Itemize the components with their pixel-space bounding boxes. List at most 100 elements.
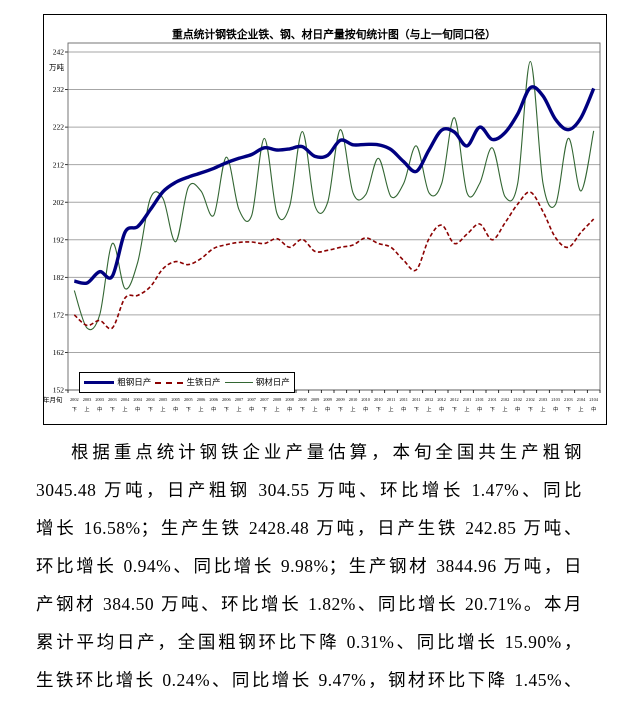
x-tick-label-code: 2101 [463,397,472,402]
y-axis-tick-label: 242 [53,48,65,57]
x-tick-label-code: 2005 [171,397,180,402]
x-tick-label-period: 中 [477,405,482,413]
x-tick-label-period: 中 [287,405,292,413]
x-tick-label-code: 2101 [488,397,497,402]
plot-area-border [67,42,601,391]
y-axis-tick-label: 232 [53,85,65,94]
x-tick-label-code: 2004 [121,397,130,402]
y-axis-unit-label: 万吨 [49,62,64,72]
x-tick-label-period: 中 [591,405,596,413]
x-tick-label-code: 2008 [298,397,307,402]
x-tick-label-period: 中 [173,405,178,413]
x-tick-label-period: 上 [236,405,241,413]
x-tick-label-period: 下 [300,406,305,413]
x-tick-label-period: 中 [363,405,368,413]
report-paragraph: 根据重点统计钢铁企业产量估算，本旬全国共生产粗钢 3045.48 万吨，日产粗钢… [36,433,582,699]
x-tick-label-period: 下 [110,406,115,413]
y-axis-tick-label: 222 [53,123,65,132]
x-tick-label-period: 下 [376,406,381,413]
x-tick-label-period: 上 [388,405,393,413]
x-tick-label-period: 下 [186,406,191,413]
x-tick-label-code: 2104 [589,397,598,402]
x-tick-label-period: 下 [414,406,419,413]
x-tick-label-period: 下 [566,406,571,413]
x-axis-unit-label: 年月旬 [43,395,63,404]
x-tick-label-code: 2012 [425,397,434,402]
x-tick-label-period: 中 [211,405,216,413]
x-tick-label-period: 中 [553,405,558,413]
production-chart: 重点统计钢铁企业铁、钢、材日产量按旬统计图（与上一旬同口径） 万吨 年月旬 24… [43,14,607,425]
x-tick-label-code: 2103 [564,397,573,402]
x-tick-label-period: 中 [249,405,254,413]
x-tick-label-period: 下 [72,406,77,413]
x-tick-label-code: 2010 [349,397,358,402]
x-tick-label-code: 2102 [513,397,522,402]
x-tick-label-code: 2003 [108,397,117,402]
x-tick-label-code: 2012 [450,397,459,402]
x-tick-label-period: 上 [578,405,583,413]
x-tick-label-period: 上 [464,405,469,413]
chart-title: 重点统计钢铁企业铁、钢、材日产量按旬统计图（与上一旬同口径） [172,27,496,41]
x-tick-label-period: 上 [350,405,355,413]
x-tick-label-period: 中 [97,405,102,413]
paragraph-line: 增长 16.58%；生产生铁 2428.48 万吨，日产生铁 242.85 万吨… [36,518,582,538]
x-tick-label-code: 2004 [146,397,155,402]
x-tick-label-code: 2009 [311,397,320,402]
x-tick-label-code: 2002 [70,397,79,402]
production-chart-figure: 重点统计钢铁企业铁、钢、材日产量按旬统计图（与上一旬同口径） 万吨 年月旬 24… [43,14,607,425]
y-axis-tick-label: 202 [53,198,65,207]
x-tick-label-code: 2101 [475,397,484,402]
chart-legend: 粗钢日产 生铁日产 钢材日产 [79,372,295,393]
steel-products-line-sample-icon [224,382,253,383]
crude-steel-line-sample-icon [84,381,115,384]
pig-iron-daily-line [73,191,595,330]
y-axis-tick-label: 162 [53,348,65,357]
x-tick-label-code: 2011 [412,397,420,402]
x-tick-label-code: 2103 [551,397,560,402]
x-tick-label-period: 上 [426,405,431,413]
x-tick-label-period: 上 [274,405,279,413]
x-tick-label-period: 下 [452,406,457,413]
x-tick-label-period: 下 [490,406,495,413]
x-tick-label-period: 上 [540,405,545,413]
x-tick-label-period: 中 [439,405,444,413]
x-tick-label-code: 2012 [437,397,446,402]
x-tick-label-period: 上 [502,405,507,413]
paragraph-line: 产钢材 384.50 万吨、环比增长 1.82%、同比增长 20.71%。本月 [36,594,582,614]
paragraph-line: 环比增长 0.94%、同比增长 9.98%；生产钢材 3844.96 万吨，日 [36,556,582,576]
x-tick-label-code: 2007 [247,397,256,402]
legend-item-crude-steel: 粗钢日产 [84,378,151,387]
x-tick-label-period: 上 [312,405,317,413]
x-tick-label-code: 2010 [361,397,370,402]
x-tick-label-period: 中 [401,405,406,413]
legend-item-pig-iron: 生铁日产 [155,377,221,388]
crude-steel-daily-line [73,85,596,286]
x-tick-label-code: 2006 [197,397,206,402]
x-tick-label-code: 2102 [526,397,535,402]
x-tick-label-period: 中 [135,405,140,413]
x-tick-label-code: 2005 [184,397,193,402]
x-tick-label-period: 下 [338,406,343,413]
x-tick-label-code: 2007 [260,397,269,402]
x-tick-label-period: 下 [148,406,153,413]
x-tick-label-code: 2007 [235,397,244,402]
y-axis-tick-label: 182 [53,273,65,282]
paragraph-line: 3045.48 万吨，日产粗钢 304.55 万吨、环比增长 1.47%、同比 [36,480,582,500]
x-tick-label-code: 2103 [539,397,548,402]
legend-label-steel-products: 钢材日产 [255,377,290,388]
x-tick-label-code: 2005 [159,397,168,402]
x-tick-label-period: 下 [262,406,267,413]
legend-label-pig-iron: 生铁日产 [186,377,221,388]
x-tick-label-code: 2104 [577,397,586,402]
x-tick-label-code: 2102 [501,397,510,402]
x-tick-label-period: 上 [198,405,203,413]
x-tick-label-period: 上 [122,405,127,413]
x-tick-label-code: 2006 [209,397,218,402]
figure-frame [43,14,607,425]
y-axis-tick-label: 152 [53,386,65,395]
steel-products-daily-line [73,60,595,331]
x-tick-label-code: 2003 [83,397,92,402]
x-tick-label-code: 2003 [95,397,104,402]
x-tick-label-period: 上 [84,405,89,413]
x-tick-label-code: 2011 [387,397,395,402]
